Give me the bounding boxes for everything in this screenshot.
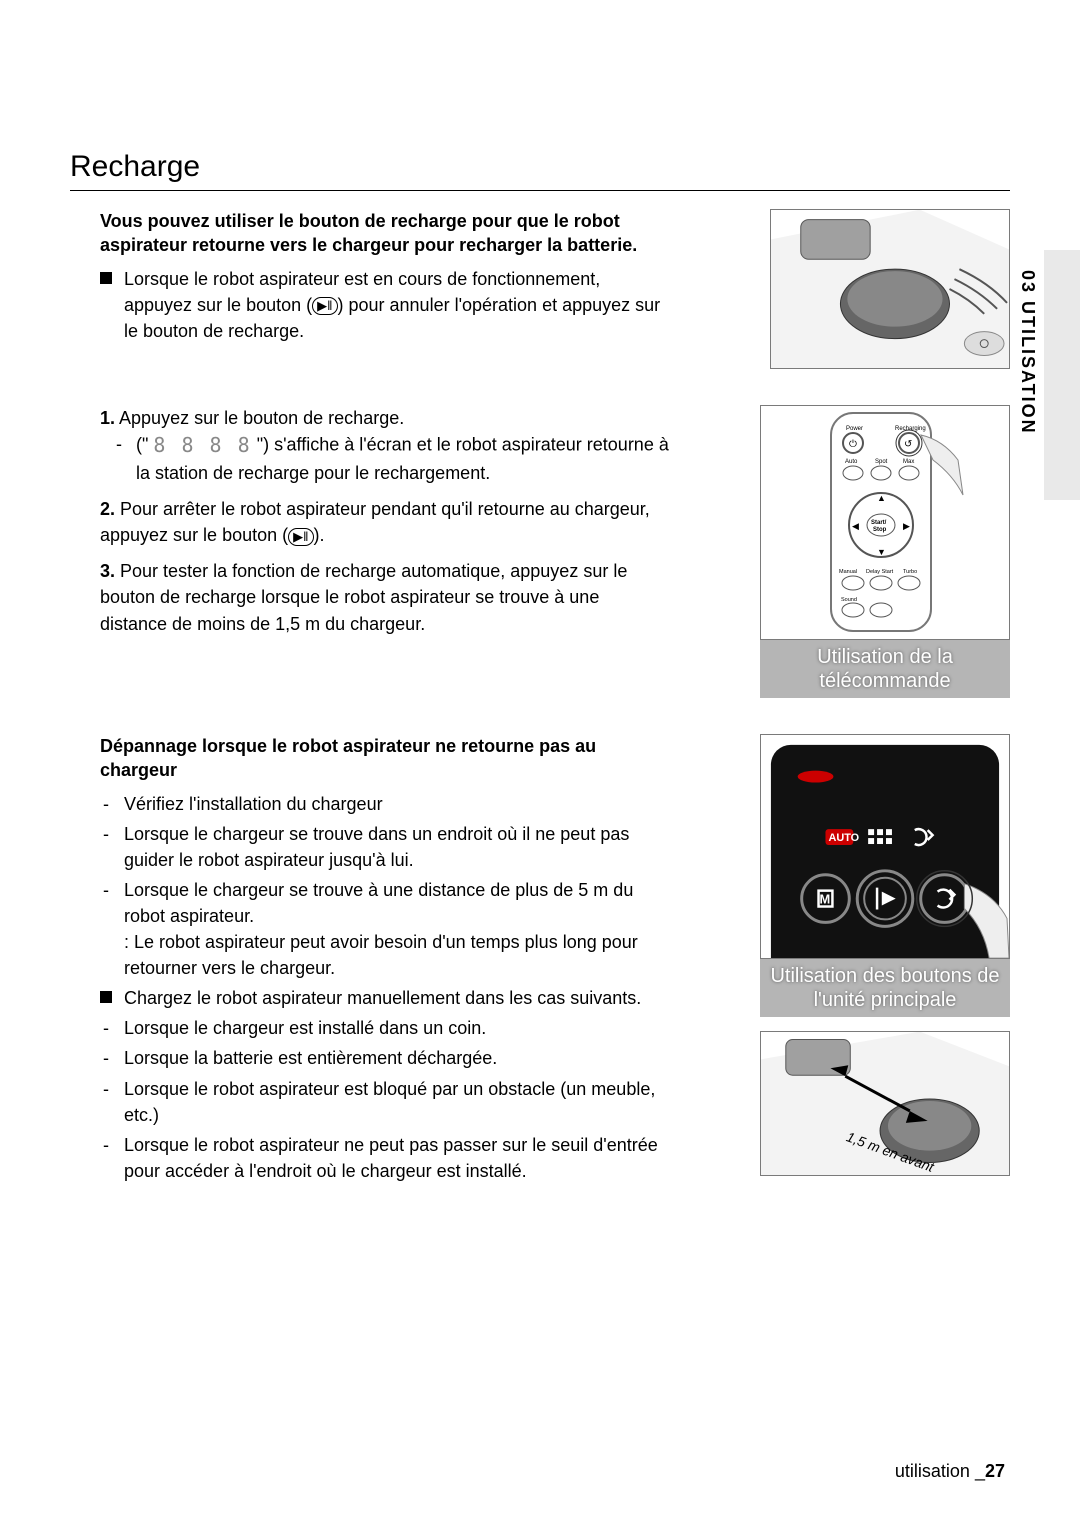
trouble-heading: Dépannage lorsque le robot aspirateur ne… [100, 734, 670, 783]
trouble-list: -Vérifiez l'installation du chargeur -Lo… [100, 791, 670, 1184]
title-rule [70, 190, 1010, 191]
play-pause-icon: ▶ǁ [312, 297, 337, 315]
svg-text:Recharging: Recharging [895, 426, 926, 432]
page-footer: utilisation _27 [895, 1461, 1005, 1482]
svg-text:▼: ▼ [877, 547, 886, 557]
step-1: 1. Appuyez sur le bouton de recharge. - … [100, 405, 670, 486]
intro-bold: Vous pouvez utiliser le bouton de rechar… [100, 209, 670, 258]
remote-svg: Power Recharging ⏻ ↺ Auto Spot Max Start… [803, 405, 968, 640]
svg-text:Delay Start: Delay Start [866, 569, 894, 575]
svg-text:Power: Power [846, 426, 863, 432]
svg-text:M: M [820, 892, 831, 907]
svg-text:Stop: Stop [873, 527, 887, 533]
square-bullet-icon [100, 991, 112, 1003]
step-1-sub: - (" 8 8 8 8 ") s'affiche à l'écran et l… [116, 431, 670, 486]
svg-text:Start/: Start/ [871, 520, 887, 526]
svg-text:AUTO: AUTO [828, 832, 859, 844]
figure-docking [770, 209, 1010, 369]
caption-unit: Utilisation des boutons de l'unité princ… [760, 959, 1010, 1017]
step-2: 2. Pour arrêter le robot aspirateur pend… [100, 496, 670, 548]
intro-bullet-text: Lorsque le robot aspirateur est en cours… [124, 266, 670, 344]
intro-bullet: Lorsque le robot aspirateur est en cours… [100, 266, 670, 344]
svg-text:◀: ◀ [852, 521, 859, 531]
section-side-label: 03 UTILISATION [1017, 270, 1038, 435]
step-3: 3. Pour tester la fonction de recharge a… [100, 558, 670, 636]
svg-text:⏻: ⏻ [849, 439, 857, 450]
svg-text:Sound: Sound [841, 597, 857, 603]
svg-text:Max: Max [903, 459, 914, 465]
figure-distance: 1,5 m en avant [760, 1031, 1010, 1176]
row-intro: Vous pouvez utiliser le bouton de rechar… [70, 209, 1010, 369]
figure-main-unit: AUTO M [760, 734, 1010, 959]
svg-text:Spot: Spot [875, 459, 888, 465]
page: 03 UTILISATION Recharge Vous pouvez util… [0, 0, 1080, 1532]
remote-block: Power Recharging ⏻ ↺ Auto Spot Max Start… [760, 405, 1010, 698]
right-figures: AUTO M Utilisation des boutons de l'unit… [760, 734, 1010, 1176]
square-bullet-icon [100, 272, 112, 284]
display-digits-icon: 8 8 8 8 [153, 431, 251, 460]
unit-svg: AUTO M [761, 734, 1009, 959]
docking-svg [771, 209, 1009, 369]
svg-text:Manual: Manual [839, 569, 857, 575]
caption-remote: Utilisation de la télécommande [760, 640, 1010, 698]
svg-text:Turbo: Turbo [903, 569, 917, 575]
side-tab [1044, 250, 1080, 500]
steps-text: 1. Appuyez sur le bouton de recharge. - … [70, 405, 670, 647]
steps-list: 1. Appuyez sur le bouton de recharge. - … [100, 405, 670, 637]
row-steps: 1. Appuyez sur le bouton de recharge. - … [70, 405, 1010, 698]
svg-text:▲: ▲ [877, 493, 886, 503]
intro-text: Vous pouvez utiliser le bouton de rechar… [70, 209, 670, 344]
figure-remote: Power Recharging ⏻ ↺ Auto Spot Max Start… [760, 405, 1010, 640]
svg-text:↺: ↺ [904, 439, 912, 450]
page-title: Recharge [70, 150, 1010, 184]
svg-text:▶: ▶ [903, 521, 910, 531]
trouble-text: Dépannage lorsque le robot aspirateur ne… [70, 734, 670, 1188]
row-trouble: Dépannage lorsque le robot aspirateur ne… [70, 734, 1010, 1188]
distance-svg: 1,5 m en avant [761, 1031, 1009, 1176]
footer-sep: _ [975, 1461, 985, 1481]
svg-text:Auto: Auto [845, 459, 858, 465]
play-pause-icon: ▶ǁ [288, 528, 313, 546]
footer-page: 27 [985, 1461, 1005, 1481]
footer-word: utilisation [895, 1461, 970, 1481]
